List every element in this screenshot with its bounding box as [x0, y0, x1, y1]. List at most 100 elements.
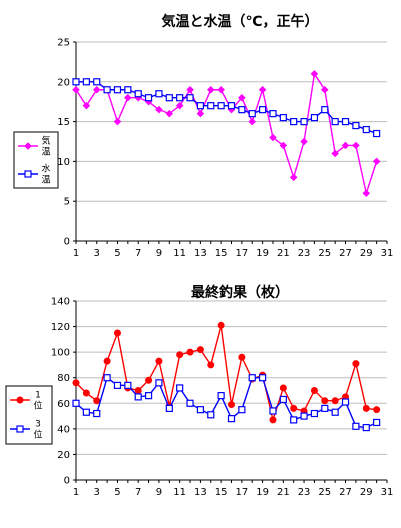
series-1	[72, 69, 381, 198]
x-tick-label: 27	[339, 487, 352, 498]
data-point	[238, 353, 246, 361]
data-point	[341, 117, 350, 126]
legend-item: 水温	[18, 163, 51, 186]
data-point	[144, 94, 153, 102]
data-point	[134, 393, 142, 401]
data-point	[341, 398, 350, 406]
x-tick-label: 7	[135, 487, 141, 498]
data-point	[290, 404, 298, 412]
y-tick-label: 40	[57, 424, 70, 435]
data-point	[155, 90, 163, 98]
data-point	[310, 69, 319, 78]
data-point	[82, 101, 91, 110]
data-point	[93, 78, 101, 86]
y-tick-label: 25	[57, 38, 70, 49]
data-point	[259, 374, 267, 382]
data-point	[103, 374, 111, 382]
data-point	[155, 379, 163, 387]
data-point	[373, 406, 381, 414]
data-point	[72, 85, 80, 94]
legend-marker	[16, 425, 24, 433]
data-point	[103, 86, 111, 94]
y-tick-label: 120	[51, 322, 70, 333]
chart2-legend: 1 位3 位	[5, 385, 53, 445]
x-tick-label: 19	[256, 248, 269, 259]
y-tick-label: 15	[57, 117, 70, 128]
data-point	[227, 415, 236, 423]
data-point	[238, 93, 246, 102]
data-point	[321, 106, 329, 114]
x-tick-label: 3	[94, 248, 100, 259]
data-point	[372, 157, 381, 166]
legend-marker	[24, 142, 32, 150]
data-point	[82, 389, 90, 397]
data-point	[269, 407, 277, 415]
data-point	[300, 137, 308, 146]
data-point	[279, 384, 287, 392]
y-tick-label: 20	[57, 77, 70, 88]
data-point	[144, 392, 153, 400]
data-point	[113, 329, 121, 337]
data-point	[331, 397, 339, 405]
x-tick-label: 11	[173, 248, 186, 259]
data-point	[92, 85, 101, 94]
x-tick-label: 1	[73, 487, 79, 498]
data-point	[248, 117, 257, 126]
data-point	[341, 141, 350, 150]
data-point	[321, 404, 329, 412]
data-point	[269, 133, 277, 142]
data-point	[217, 102, 225, 110]
chart1-series	[72, 69, 381, 198]
x-tick-label: 19	[256, 487, 269, 498]
data-point	[175, 101, 184, 110]
y-tick-label: 0	[64, 237, 70, 248]
x-tick-label: 23	[298, 248, 311, 259]
x-tick-label: 13	[194, 487, 207, 498]
data-point	[310, 114, 319, 122]
data-point	[321, 397, 329, 405]
series-2	[72, 374, 381, 432]
x-tick-label: 15	[215, 487, 228, 498]
data-point	[82, 408, 90, 416]
x-tick-label: 9	[156, 487, 162, 498]
data-point	[186, 94, 194, 102]
x-tick-label: 9	[156, 248, 162, 259]
data-point	[113, 381, 122, 389]
data-point	[124, 381, 132, 389]
data-point	[103, 357, 111, 365]
data-point	[300, 117, 308, 126]
data-point	[331, 117, 339, 126]
chart2-gridlines	[76, 300, 387, 455]
data-point	[155, 357, 163, 365]
data-point	[362, 404, 370, 412]
data-point	[217, 85, 225, 94]
data-point	[165, 404, 173, 412]
y-tick-label: 60	[57, 399, 70, 410]
data-point	[373, 418, 381, 427]
legend-box	[5, 385, 53, 445]
x-tick-label: 1	[73, 248, 79, 259]
data-point	[248, 110, 256, 118]
chart1-title: 気温と水温（℃，正午）	[162, 13, 319, 30]
data-point	[196, 346, 204, 354]
data-point	[124, 86, 132, 94]
data-point	[72, 78, 80, 86]
data-point	[207, 411, 215, 419]
data-point	[269, 110, 277, 118]
data-point	[134, 387, 142, 394]
data-point	[176, 384, 184, 392]
x-tick-label: 31	[381, 487, 394, 498]
data-point	[227, 102, 236, 110]
x-tick-label: 27	[339, 248, 352, 259]
data-point	[186, 399, 194, 407]
data-point	[331, 149, 340, 158]
data-point	[196, 109, 205, 118]
